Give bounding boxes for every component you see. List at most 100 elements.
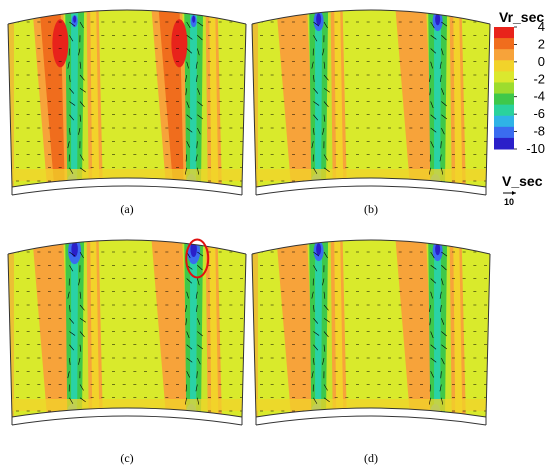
vector-arrow (323, 251, 328, 259)
red-hotspot (171, 19, 188, 68)
vector-arrow (439, 384, 442, 392)
vector-arrow (430, 48, 436, 54)
vector-arrow (313, 180, 320, 186)
vector-arrow (439, 291, 442, 299)
vector-arrow (322, 127, 325, 135)
vector-arrow (428, 397, 431, 405)
vector-arrow (186, 331, 190, 339)
colorbar-tick-label: -10 (526, 141, 545, 156)
edge-strip (252, 240, 258, 417)
outer-casing-arc (251, 9, 491, 25)
left-edge (7, 23, 13, 188)
panel-label-b: (b) (364, 202, 378, 216)
vector-arrow (197, 127, 201, 135)
edge-strip (8, 240, 14, 417)
vector-arrow (323, 291, 326, 299)
vector-arrow (441, 357, 445, 365)
vector-arrow (197, 357, 201, 365)
vector-arrow (429, 154, 431, 162)
vector-arrow (79, 397, 86, 403)
vector-arrow (186, 21, 191, 29)
vector-arrow (69, 114, 75, 121)
vector-arrow (430, 127, 437, 133)
vector-arrow (197, 48, 200, 56)
vector-arrow (185, 318, 187, 326)
left-edge (251, 253, 257, 418)
band-cyan-core (434, 10, 442, 187)
vector-arrow (69, 74, 71, 82)
right-edge (241, 253, 247, 418)
vector-arrow (430, 180, 433, 187)
vector-arrow (441, 101, 447, 107)
colorbar-swatch (494, 71, 514, 83)
hub-arc-inner (255, 177, 487, 188)
left-edge (251, 23, 257, 188)
vector-arrow (440, 371, 442, 379)
vector-arrow (441, 35, 447, 41)
contour-plot-c (7, 238, 247, 426)
vector-arrow (79, 344, 82, 352)
vector-arrow (186, 61, 189, 69)
vector-arrow (441, 331, 447, 337)
dark-blue-core (316, 13, 322, 26)
vector-arrow (441, 344, 448, 350)
colorbar-tick-label: -6 (533, 106, 545, 121)
colorbar-swatch (494, 104, 514, 117)
vector-arrow (67, 291, 70, 299)
vector-arrow (322, 357, 325, 365)
vector-arrow (323, 21, 328, 29)
vector-arrow (197, 397, 200, 405)
vector-arrow (441, 114, 448, 120)
vector-arrow (69, 35, 74, 42)
panel-label-d: (d) (364, 451, 378, 465)
vector-arrow (185, 154, 187, 162)
colorbar-swatch (494, 49, 514, 61)
colorbar-swatch (494, 126, 514, 139)
vector-arrow (323, 384, 328, 391)
vector-arrow (323, 318, 330, 323)
vector-field (260, 21, 487, 187)
vector-arrow (79, 114, 82, 122)
band-orange-left (275, 240, 317, 417)
panel-b: (b) (251, 9, 491, 216)
vector-arrow (441, 167, 444, 175)
vector-arrow (185, 88, 187, 96)
band-yellow-right (453, 240, 463, 417)
vector-arrow (186, 410, 189, 417)
vector-arrow (323, 180, 330, 186)
vector-arrow (184, 167, 187, 175)
band-orange-left (394, 10, 436, 187)
vector-arrow (313, 167, 318, 174)
vector-arrow (197, 101, 203, 107)
vector-arrow (430, 344, 437, 350)
vector-arrow (311, 61, 314, 69)
vector-arrow (323, 154, 328, 161)
hub-arc-inner (11, 407, 243, 418)
reference-vector-legend: V_sec 10 (502, 173, 543, 207)
vector-arrow (430, 265, 437, 270)
vector-arrow (313, 344, 319, 351)
vector-arrow (311, 371, 314, 379)
vector-arrow (313, 251, 320, 257)
colorbar-swatch (494, 82, 514, 95)
vector-arrow (441, 127, 445, 135)
vector-arrow (186, 35, 193, 40)
red-hotspot (52, 19, 69, 68)
vector-arrow (186, 291, 189, 299)
vector-arrow (186, 180, 189, 187)
vector-arrow (69, 410, 76, 416)
vector-arrow (186, 357, 193, 363)
vector-arrow (184, 397, 187, 405)
vector-arrow (197, 265, 203, 271)
reference-vector-label: V_sec (502, 173, 543, 189)
colorbar-tick-label: -2 (533, 71, 545, 86)
colorbar-swatch (494, 137, 514, 150)
vector-arrow (197, 114, 204, 120)
reference-vector-value: 10 (504, 197, 514, 207)
band-yellow-right (334, 10, 344, 187)
vector-arrow (313, 21, 320, 27)
hub-arc-outer (255, 415, 487, 426)
band-yellow-right (453, 10, 463, 187)
vector-arrow (428, 167, 431, 175)
band-cyan-core (190, 10, 198, 187)
